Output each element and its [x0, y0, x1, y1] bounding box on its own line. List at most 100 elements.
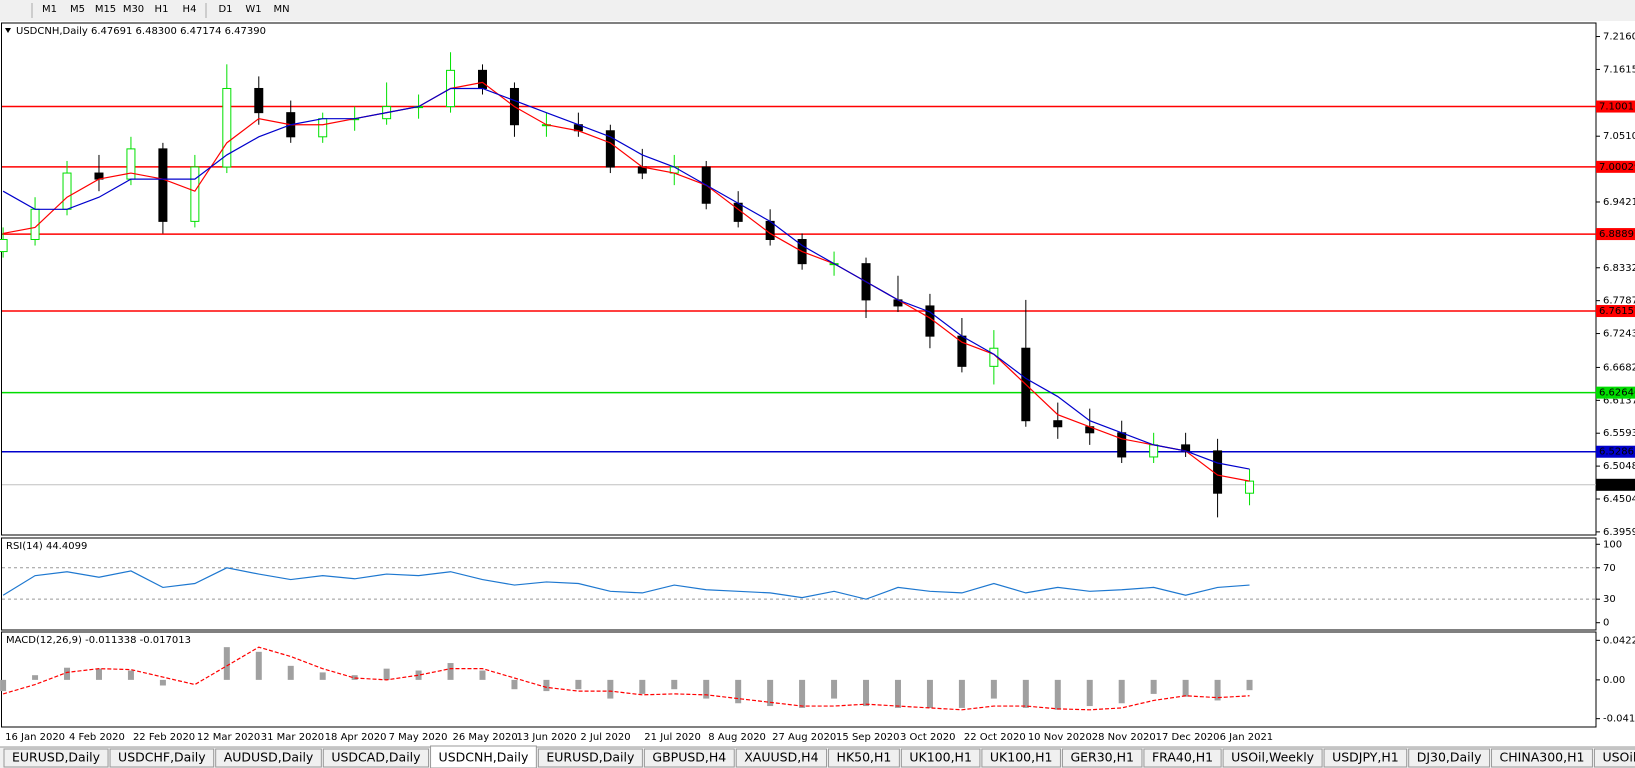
chart-tab[interactable]: USOil,Weekly [1231, 750, 1315, 765]
level-label: 6.47390 [1599, 480, 1635, 491]
x-tick-label: 22 Oct 2020 [964, 732, 1026, 743]
tab-frame[interactable] [1061, 748, 1143, 768]
macd-bar [863, 679, 870, 707]
level-label: 6.76157 [1599, 306, 1635, 317]
level-label-box [1596, 445, 1635, 458]
chart-tab[interactable]: USDCAD,Daily [331, 750, 421, 765]
indicator-title: MACD(12,26,9) -0.011338 -0.017013 [6, 635, 191, 646]
x-tick-label: 13 Jun 2020 [516, 732, 576, 743]
x-tick-label: 22 Feb 2020 [133, 732, 195, 743]
macd-bar [831, 679, 838, 699]
macd-bar [127, 670, 134, 680]
macd-bar [1182, 679, 1189, 697]
chart-tab[interactable]: USDJPY,H1 [1332, 750, 1399, 765]
chart-tab[interactable]: CHINA300,H1 [1500, 750, 1585, 765]
macd-bar [287, 665, 294, 680]
chart-tab[interactable]: EURUSD,Daily [12, 750, 101, 765]
chart-tab[interactable]: UK100,H1 [909, 750, 972, 765]
macd-bar [0, 679, 7, 692]
chart-tab[interactable]: FRA40,H1 [1152, 750, 1213, 765]
timeframe-button[interactable]: D1 [218, 4, 232, 15]
x-tick-label: 26 May 2020 [453, 732, 518, 743]
macd-bar [223, 647, 230, 680]
chart-tab[interactable]: EURUSD,Daily [546, 750, 635, 765]
tab-frame[interactable] [1593, 748, 1635, 768]
y-tick-label: -0.04148 [1603, 714, 1635, 725]
macd-bar [95, 668, 102, 680]
active-tab[interactable] [430, 745, 537, 768]
tab-frame[interactable] [3, 748, 109, 768]
tab-frame[interactable] [1143, 748, 1222, 768]
chart-panel [1, 631, 1597, 728]
timeframe-button[interactable]: M30 [123, 4, 144, 15]
chart-tab[interactable]: AUDUSD,Daily [224, 750, 314, 765]
level-label-box [1596, 386, 1635, 399]
candle-body [0, 238, 8, 253]
macd-bar [255, 651, 262, 680]
candle-body [605, 130, 615, 168]
x-tick-label: 21 Jul 2020 [644, 732, 701, 743]
chart-tab[interactable]: HK50,H1 [837, 750, 892, 765]
tab-frame[interactable] [643, 748, 735, 768]
level-label-box [1596, 100, 1635, 113]
chart-tab[interactable]: USDCNH,Daily [439, 750, 529, 765]
level-label: 7.10011 [1599, 102, 1635, 113]
chart-tab[interactable]: DJ30,Daily [1417, 750, 1482, 765]
level-label-box [1596, 478, 1635, 491]
chart-tab[interactable]: GBPUSD,H4 [652, 750, 726, 765]
tab-frame[interactable] [735, 748, 828, 768]
chart-tab[interactable]: GER30,H1 [1070, 750, 1134, 765]
timeframe-button[interactable]: MN [273, 4, 289, 15]
toolbar [0, 0, 1635, 21]
candle-body [1213, 450, 1223, 494]
tab-frame[interactable] [981, 748, 1061, 768]
macd-bar [543, 679, 550, 692]
chart-tab[interactable]: UK100,H1 [990, 750, 1053, 765]
tab-bar [0, 747, 1635, 768]
candle-body [733, 202, 743, 222]
y-tick-label: 6.45040 [1603, 494, 1635, 505]
tab-frame[interactable] [900, 748, 981, 768]
macd-bar [447, 663, 454, 680]
level-label-box [1596, 305, 1635, 318]
tab-frame[interactable] [1222, 748, 1323, 768]
tab-frame[interactable] [322, 748, 430, 768]
x-tick-label: 3 Oct 2020 [900, 732, 955, 743]
candle-body [222, 87, 232, 168]
y-tick-label: 0.042275 [1603, 635, 1635, 646]
x-tick-label: 10 Nov 2020 [1028, 732, 1092, 743]
level-label: 6.88897 [1599, 229, 1635, 240]
timeframe-button[interactable]: W1 [245, 4, 261, 15]
chart-tab[interactable]: USDCHF,Daily [118, 750, 206, 765]
y-tick-label: 6.39595 [1603, 527, 1635, 538]
tab-frame[interactable] [109, 748, 215, 768]
macd-signal [2, 646, 1250, 711]
x-tick-label: 31 Mar 2020 [261, 732, 324, 743]
tab-frame[interactable] [828, 748, 900, 768]
timeframe-button[interactable]: M5 [70, 4, 85, 15]
timeframe-button[interactable]: M15 [95, 4, 116, 15]
timeframe-button[interactable]: M1 [42, 4, 57, 15]
tab-frame[interactable] [1323, 748, 1408, 768]
macd-bar [1054, 679, 1061, 710]
macd-bar [990, 679, 997, 699]
macd-bar [1214, 679, 1221, 701]
tab-frame[interactable] [537, 748, 643, 768]
y-tick-label: 6.94210 [1603, 197, 1635, 208]
y-tick-label: 70 [1603, 563, 1616, 574]
tab-frame[interactable] [1491, 748, 1593, 768]
tab-frame[interactable] [215, 748, 322, 768]
chart-tab[interactable]: USOil, [1602, 750, 1635, 765]
indicator-title: USDCNH,Daily 6.47691 6.48300 6.47174 6.4… [16, 26, 266, 37]
y-tick-label: 7.16155 [1603, 64, 1635, 75]
macd-bar [575, 679, 582, 690]
tab-frame[interactable] [1408, 748, 1491, 768]
timeframe-button[interactable]: H1 [155, 4, 169, 15]
macd-bar [1118, 679, 1125, 704]
timeframe-button[interactable]: H4 [183, 4, 197, 15]
chart-tab[interactable]: XAUUSD,H4 [744, 750, 818, 765]
indicator-title: RSI(14) 44.4099 [6, 541, 87, 552]
macd-bar [415, 670, 422, 680]
x-tick-label: 15 Sep 2020 [836, 732, 899, 743]
